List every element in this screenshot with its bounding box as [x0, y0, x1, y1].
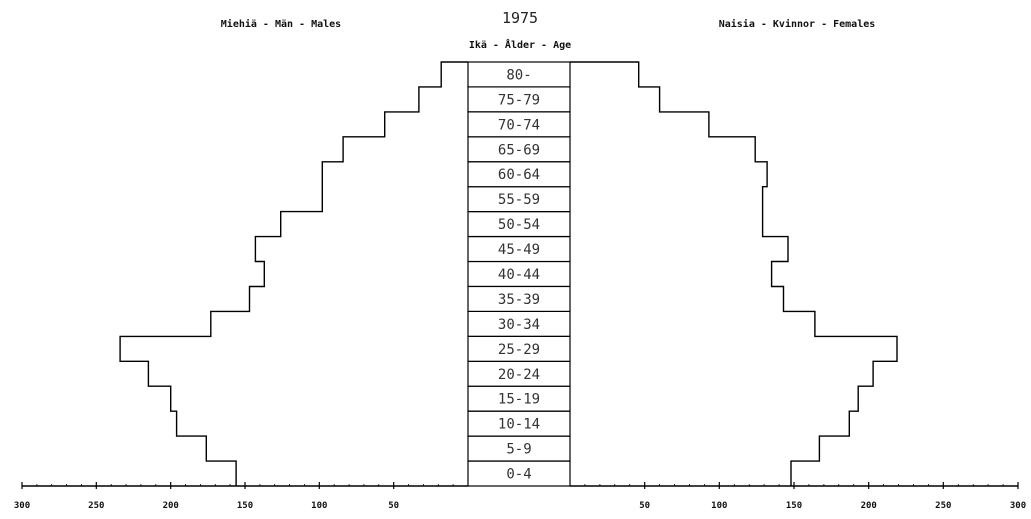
age-column: 0-4 5-9 10-14 15-19 20-24 25-29 30-34 35-39 40-4… [467, 61, 571, 487]
age-box-65-69 [467, 136, 571, 163]
age-box-0-4 [467, 460, 571, 487]
female-bar-50-54 [570, 211, 763, 237]
female-bar-55-59 [570, 186, 763, 212]
x-tick-label: 100 [311, 501, 327, 511]
male-bar-40-44 [264, 261, 468, 287]
female-bar-20-24 [570, 361, 874, 387]
male-bar-55-59 [322, 186, 468, 212]
females-series [570, 61, 898, 486]
age-label-45-49: 45-49 [498, 242, 540, 258]
x-tick-label: 150 [237, 501, 253, 511]
age-label-25-29: 25-29 [498, 342, 540, 358]
age-box-35-39 [467, 285, 571, 312]
x-tick-label: 50 [639, 501, 650, 511]
age-box-75-79 [467, 86, 571, 113]
age-box-40-44 [467, 260, 571, 287]
age-axis-title: Ikä - Ålder - Age [469, 38, 571, 51]
male-bar-45-49 [255, 236, 468, 262]
females-outline [570, 61, 898, 486]
female-bar-45-49 [570, 236, 788, 262]
female-bar-15-19 [570, 386, 859, 412]
males-title: Miehiä - Män - Males [221, 18, 341, 30]
x-axis: 300 250 200 150 100 50 50 100 150 200 250 300 [14, 482, 1026, 511]
female-bar-35-39 [570, 286, 784, 312]
age-label-40-44: 40-44 [498, 267, 540, 283]
female-bar-70-74 [570, 111, 709, 137]
female-bar-30-34 [570, 311, 815, 337]
female-bar-40-44 [570, 261, 772, 287]
x-tick-label: 250 [88, 501, 104, 511]
male-bar-65-69 [343, 136, 468, 162]
female-bar-80- [570, 62, 639, 87]
x-tick-label: 250 [935, 501, 951, 511]
age-label-15-19: 15-19 [498, 392, 540, 408]
x-tick-label: 200 [861, 501, 877, 511]
age-label-35-39: 35-39 [498, 292, 540, 308]
female-bar-25-29 [570, 336, 897, 362]
male-bar-5-9 [206, 436, 469, 461]
age-label-55-59: 55-59 [498, 192, 540, 208]
age-box-80- [467, 61, 571, 88]
male-bar-35-39 [249, 286, 468, 312]
age-label-30-34: 30-34 [498, 317, 540, 333]
males-outline [119, 61, 468, 486]
x-tick-label: 50 [388, 501, 399, 511]
age-label-60-64: 60-64 [498, 167, 540, 183]
male-bar-0-4 [236, 461, 468, 486]
age-label-75-79: 75-79 [498, 92, 540, 108]
male-bar-80- [441, 62, 468, 87]
female-bar-5-9 [570, 436, 820, 461]
x-tick-label: 100 [711, 501, 727, 511]
age-box-70-74 [467, 111, 571, 138]
age-label-65-69: 65-69 [498, 142, 540, 158]
chart-title: 1975 [502, 9, 538, 27]
age-label-20-24: 20-24 [498, 367, 540, 383]
age-label-50-54: 50-54 [498, 217, 540, 233]
male-bar-60-64 [322, 161, 468, 187]
age-box-25-29 [467, 335, 571, 362]
male-bar-20-24 [148, 361, 468, 387]
female-bar-0-4 [570, 461, 791, 486]
male-bar-25-29 [120, 336, 468, 362]
x-tick-label: 150 [786, 501, 802, 511]
x-tick-label: 300 [1010, 501, 1026, 511]
male-bar-10-14 [176, 411, 468, 437]
age-label-0-4: 0-4 [506, 467, 531, 483]
age-box-15-19 [467, 385, 571, 412]
age-label-70-74: 70-74 [498, 117, 540, 133]
age-box-60-64 [467, 161, 571, 188]
age-box-10-14 [467, 410, 571, 437]
female-bar-10-14 [570, 411, 850, 437]
age-box-50-54 [467, 211, 571, 238]
male-bar-30-34 [210, 311, 469, 337]
female-bar-60-64 [570, 161, 768, 187]
age-label-10-14: 10-14 [498, 417, 540, 433]
age-label-5-9: 5-9 [506, 442, 531, 458]
male-bar-50-54 [280, 211, 468, 237]
x-tick-label: 200 [163, 501, 179, 511]
female-bar-75-79 [570, 86, 660, 112]
age-label-80-: 80- [506, 68, 531, 84]
female-bar-65-69 [570, 136, 756, 162]
male-bar-75-79 [418, 86, 468, 112]
x-tick-label: 300 [14, 501, 30, 511]
females-title: Naisia - Kvinnor - Females [719, 18, 876, 30]
male-bar-15-19 [170, 386, 468, 412]
males-series [119, 61, 469, 486]
male-bar-70-74 [384, 111, 468, 137]
age-box-30-34 [467, 310, 571, 337]
